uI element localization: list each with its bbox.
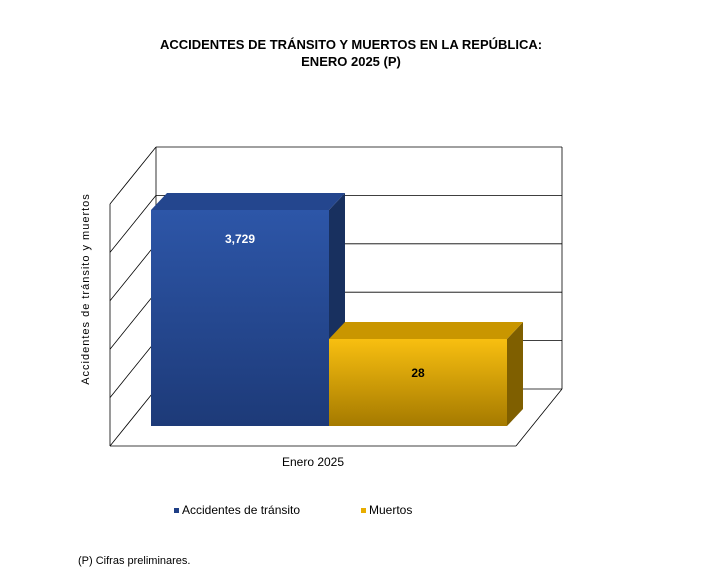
chart-subtitle: ENERO 2025 (P) [301, 54, 401, 69]
y-axis-label: Accidentes de tránsito y muertos [80, 193, 92, 385]
bar-top [329, 322, 523, 339]
bar [151, 210, 329, 426]
data-label: 28 [411, 366, 425, 380]
gridline-depth [109, 291, 157, 350]
gridline-depth [109, 388, 157, 447]
gridline-depth [109, 243, 157, 302]
chart-title: ACCIDENTES DE TRÁNSITO Y MUERTOS EN LA R… [159, 37, 543, 52]
legend-swatch-accidentes [174, 508, 179, 514]
gridline-depth [109, 195, 157, 253]
chart-title-block: ACCIDENTES DE TRÁNSITO Y MUERTOS EN LA R… [0, 36, 702, 70]
legend-label-muertos: Muertos [369, 503, 413, 517]
bars-group [151, 193, 523, 426]
x-tick-label: Enero 2025 [282, 455, 344, 469]
legend-label-accidentes: Accidentes de tránsito [182, 503, 301, 517]
footnote: (P) Cifras preliminares. [78, 555, 191, 567]
bar [329, 339, 507, 426]
floor-right-edge [515, 388, 563, 447]
legend-swatch-muertos [361, 508, 366, 514]
labels-group: 3,729 28 Enero 2025 [225, 232, 425, 469]
bar-side [507, 322, 523, 426]
legend-item-accidentes: Accidentes de tránsito [174, 503, 300, 517]
bar-top [151, 193, 345, 210]
data-label: 3,729 [225, 232, 255, 246]
gridline-depth [109, 146, 157, 205]
legend-item-muertos: Muertos [361, 503, 412, 517]
gridline-depth [109, 340, 157, 398]
